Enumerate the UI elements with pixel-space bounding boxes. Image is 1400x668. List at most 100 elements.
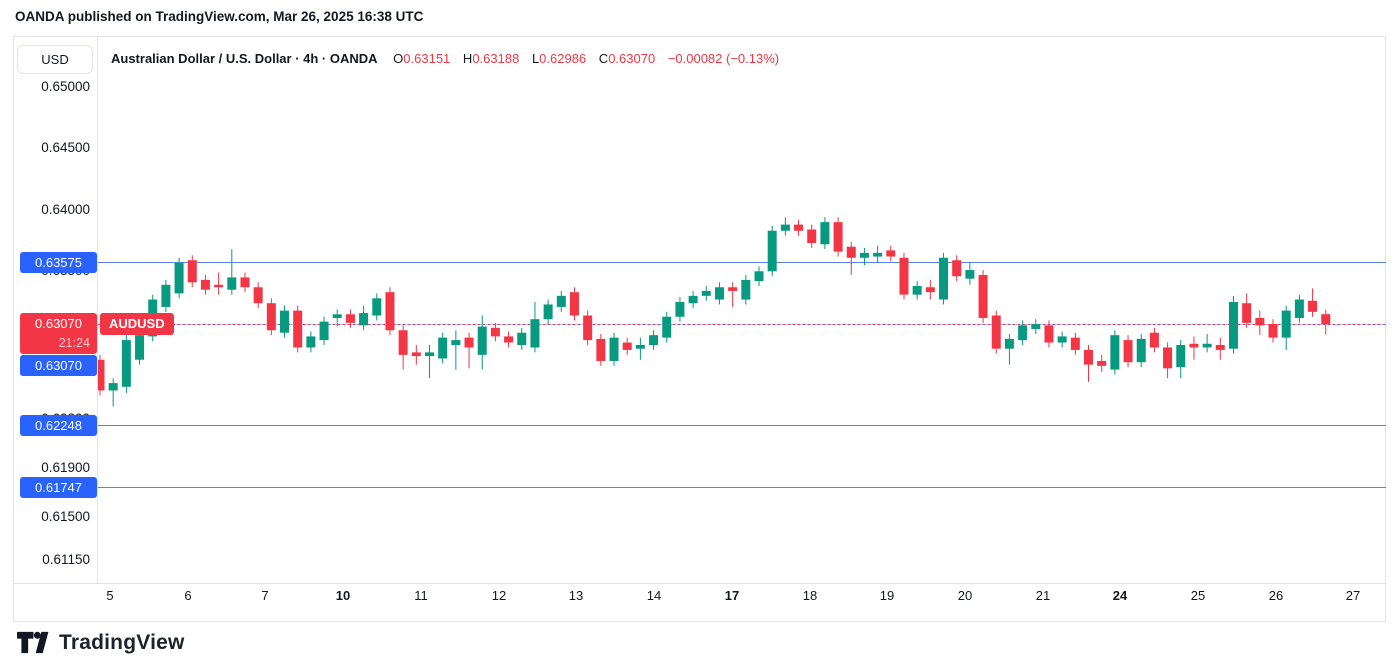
candle xyxy=(609,332,619,366)
candlestick-chart[interactable] xyxy=(98,76,1386,583)
tradingview-brand-text: TradingView xyxy=(59,630,185,654)
candle xyxy=(899,252,909,300)
candle xyxy=(754,266,764,287)
attribution-text: OANDA published on TradingView.com, Mar … xyxy=(15,9,424,24)
candle xyxy=(1308,288,1318,317)
candle xyxy=(859,247,869,266)
candle xyxy=(1004,333,1014,365)
candle xyxy=(227,249,237,295)
candle xyxy=(780,217,790,236)
candle xyxy=(451,330,461,370)
candle xyxy=(688,290,698,309)
ohlc-low-value: 0.62986 xyxy=(539,51,587,66)
candle xyxy=(767,225,777,277)
candle xyxy=(240,272,250,293)
candle xyxy=(1163,342,1173,379)
candle xyxy=(464,332,474,369)
candle xyxy=(438,332,448,364)
candle xyxy=(490,322,500,342)
candle xyxy=(253,282,263,309)
candle xyxy=(517,327,527,350)
candle xyxy=(596,333,606,366)
ohlc-high-value: 0.63188 xyxy=(472,51,520,66)
candle xyxy=(98,354,105,396)
price-level-badge: 0.61747 xyxy=(20,476,97,498)
candle xyxy=(978,270,988,323)
price-scale-currency-button[interactable]: USD xyxy=(17,45,93,74)
candle xyxy=(266,298,276,336)
current-price-value: 0.63070 xyxy=(35,316,82,331)
candle xyxy=(293,305,303,353)
candle xyxy=(925,279,935,300)
candle xyxy=(214,272,224,295)
price-axis-label: 0.61900 xyxy=(41,460,90,475)
tradingview-logo-link[interactable]: TradingView xyxy=(15,629,185,656)
candle xyxy=(820,217,830,250)
bar-countdown-timer: 21:24 xyxy=(58,336,90,350)
candle xyxy=(1031,319,1041,334)
time-axis-label: 12 xyxy=(491,588,507,603)
candle xyxy=(952,255,962,282)
time-axis-label: 6 xyxy=(184,588,192,603)
time-axis-label: 18 xyxy=(802,588,818,603)
candle xyxy=(965,262,975,285)
price-axis-label: 0.61150 xyxy=(42,552,90,567)
candle xyxy=(1281,305,1291,350)
ohlc-low-label: L xyxy=(531,51,540,66)
time-axis-label: 14 xyxy=(646,588,662,603)
candle xyxy=(477,315,487,370)
time-axis-label: 20 xyxy=(957,588,973,603)
ohlc-close-label: C xyxy=(598,51,609,66)
candle xyxy=(939,252,949,305)
candle xyxy=(991,310,1001,354)
candle xyxy=(543,299,553,325)
price-level-badge: 0.63070 xyxy=(20,354,97,376)
candle xyxy=(714,282,724,305)
candle xyxy=(161,279,171,312)
candle xyxy=(873,245,883,263)
candle xyxy=(187,255,197,288)
candle xyxy=(1215,337,1225,360)
price-axis-separator xyxy=(97,37,98,583)
candle xyxy=(1202,333,1212,353)
price-axis-label: 0.61500 xyxy=(41,509,90,524)
candle xyxy=(385,287,395,336)
candle xyxy=(1123,335,1133,368)
candle xyxy=(912,281,922,300)
candle xyxy=(583,310,593,345)
candle xyxy=(701,286,711,301)
candle xyxy=(556,290,566,312)
time-axis-label: 17 xyxy=(724,588,740,603)
candle xyxy=(1044,320,1054,348)
chart-legend: Australian Dollar / U.S. Dollar · 4h · O… xyxy=(111,51,779,66)
symbol-title: Australian Dollar / U.S. Dollar · 4h · O… xyxy=(111,51,378,66)
candle xyxy=(1084,345,1093,382)
time-axis-separator xyxy=(14,583,1385,584)
candle xyxy=(794,219,804,236)
candle xyxy=(121,335,131,393)
candle xyxy=(1228,295,1238,354)
candle xyxy=(741,274,751,305)
candle xyxy=(372,293,382,321)
time-axis-label: 11 xyxy=(414,588,428,603)
ohlc-close-value: 0.63070 xyxy=(608,51,656,66)
candle xyxy=(1070,332,1080,355)
candle xyxy=(280,305,290,338)
candle xyxy=(174,257,184,299)
candle xyxy=(135,330,145,365)
candle xyxy=(1136,333,1146,368)
candle xyxy=(833,217,843,257)
time-axis-label: 10 xyxy=(335,588,351,603)
candle xyxy=(1242,293,1252,328)
price-axis-label: 0.64000 xyxy=(41,202,90,217)
price-level-badge: 0.63575 xyxy=(20,251,97,273)
candle xyxy=(1110,330,1120,375)
time-axis-label: 13 xyxy=(568,588,584,603)
time-axis-label: 26 xyxy=(1268,588,1284,603)
time-axis-label: 19 xyxy=(879,588,895,603)
candle xyxy=(1321,309,1331,335)
candle xyxy=(569,287,579,321)
candle xyxy=(649,330,659,350)
candle xyxy=(1176,340,1186,379)
candle xyxy=(359,305,369,331)
